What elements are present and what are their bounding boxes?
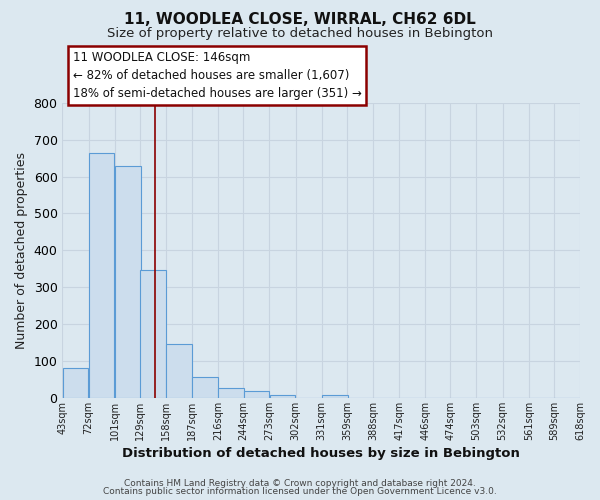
Bar: [89, 154, 115, 398]
Text: Size of property relative to detached houses in Bebington: Size of property relative to detached ho…: [107, 28, 493, 40]
Bar: [166, 344, 192, 398]
Bar: [115, 166, 140, 398]
Bar: [244, 392, 269, 398]
Bar: [269, 395, 295, 398]
Bar: [218, 388, 244, 398]
Text: 11, WOODLEA CLOSE, WIRRAL, CH62 6DL: 11, WOODLEA CLOSE, WIRRAL, CH62 6DL: [124, 12, 476, 28]
Text: Contains HM Land Registry data © Crown copyright and database right 2024.: Contains HM Land Registry data © Crown c…: [124, 478, 476, 488]
Text: 11 WOODLEA CLOSE: 146sqm
← 82% of detached houses are smaller (1,607)
18% of sem: 11 WOODLEA CLOSE: 146sqm ← 82% of detach…: [73, 51, 362, 100]
Y-axis label: Number of detached properties: Number of detached properties: [15, 152, 28, 349]
Bar: [192, 377, 218, 398]
X-axis label: Distribution of detached houses by size in Bebington: Distribution of detached houses by size …: [122, 447, 520, 460]
Text: Contains public sector information licensed under the Open Government Licence v3: Contains public sector information licen…: [103, 487, 497, 496]
Bar: [140, 270, 166, 398]
Bar: [322, 395, 347, 398]
Bar: [62, 368, 88, 398]
